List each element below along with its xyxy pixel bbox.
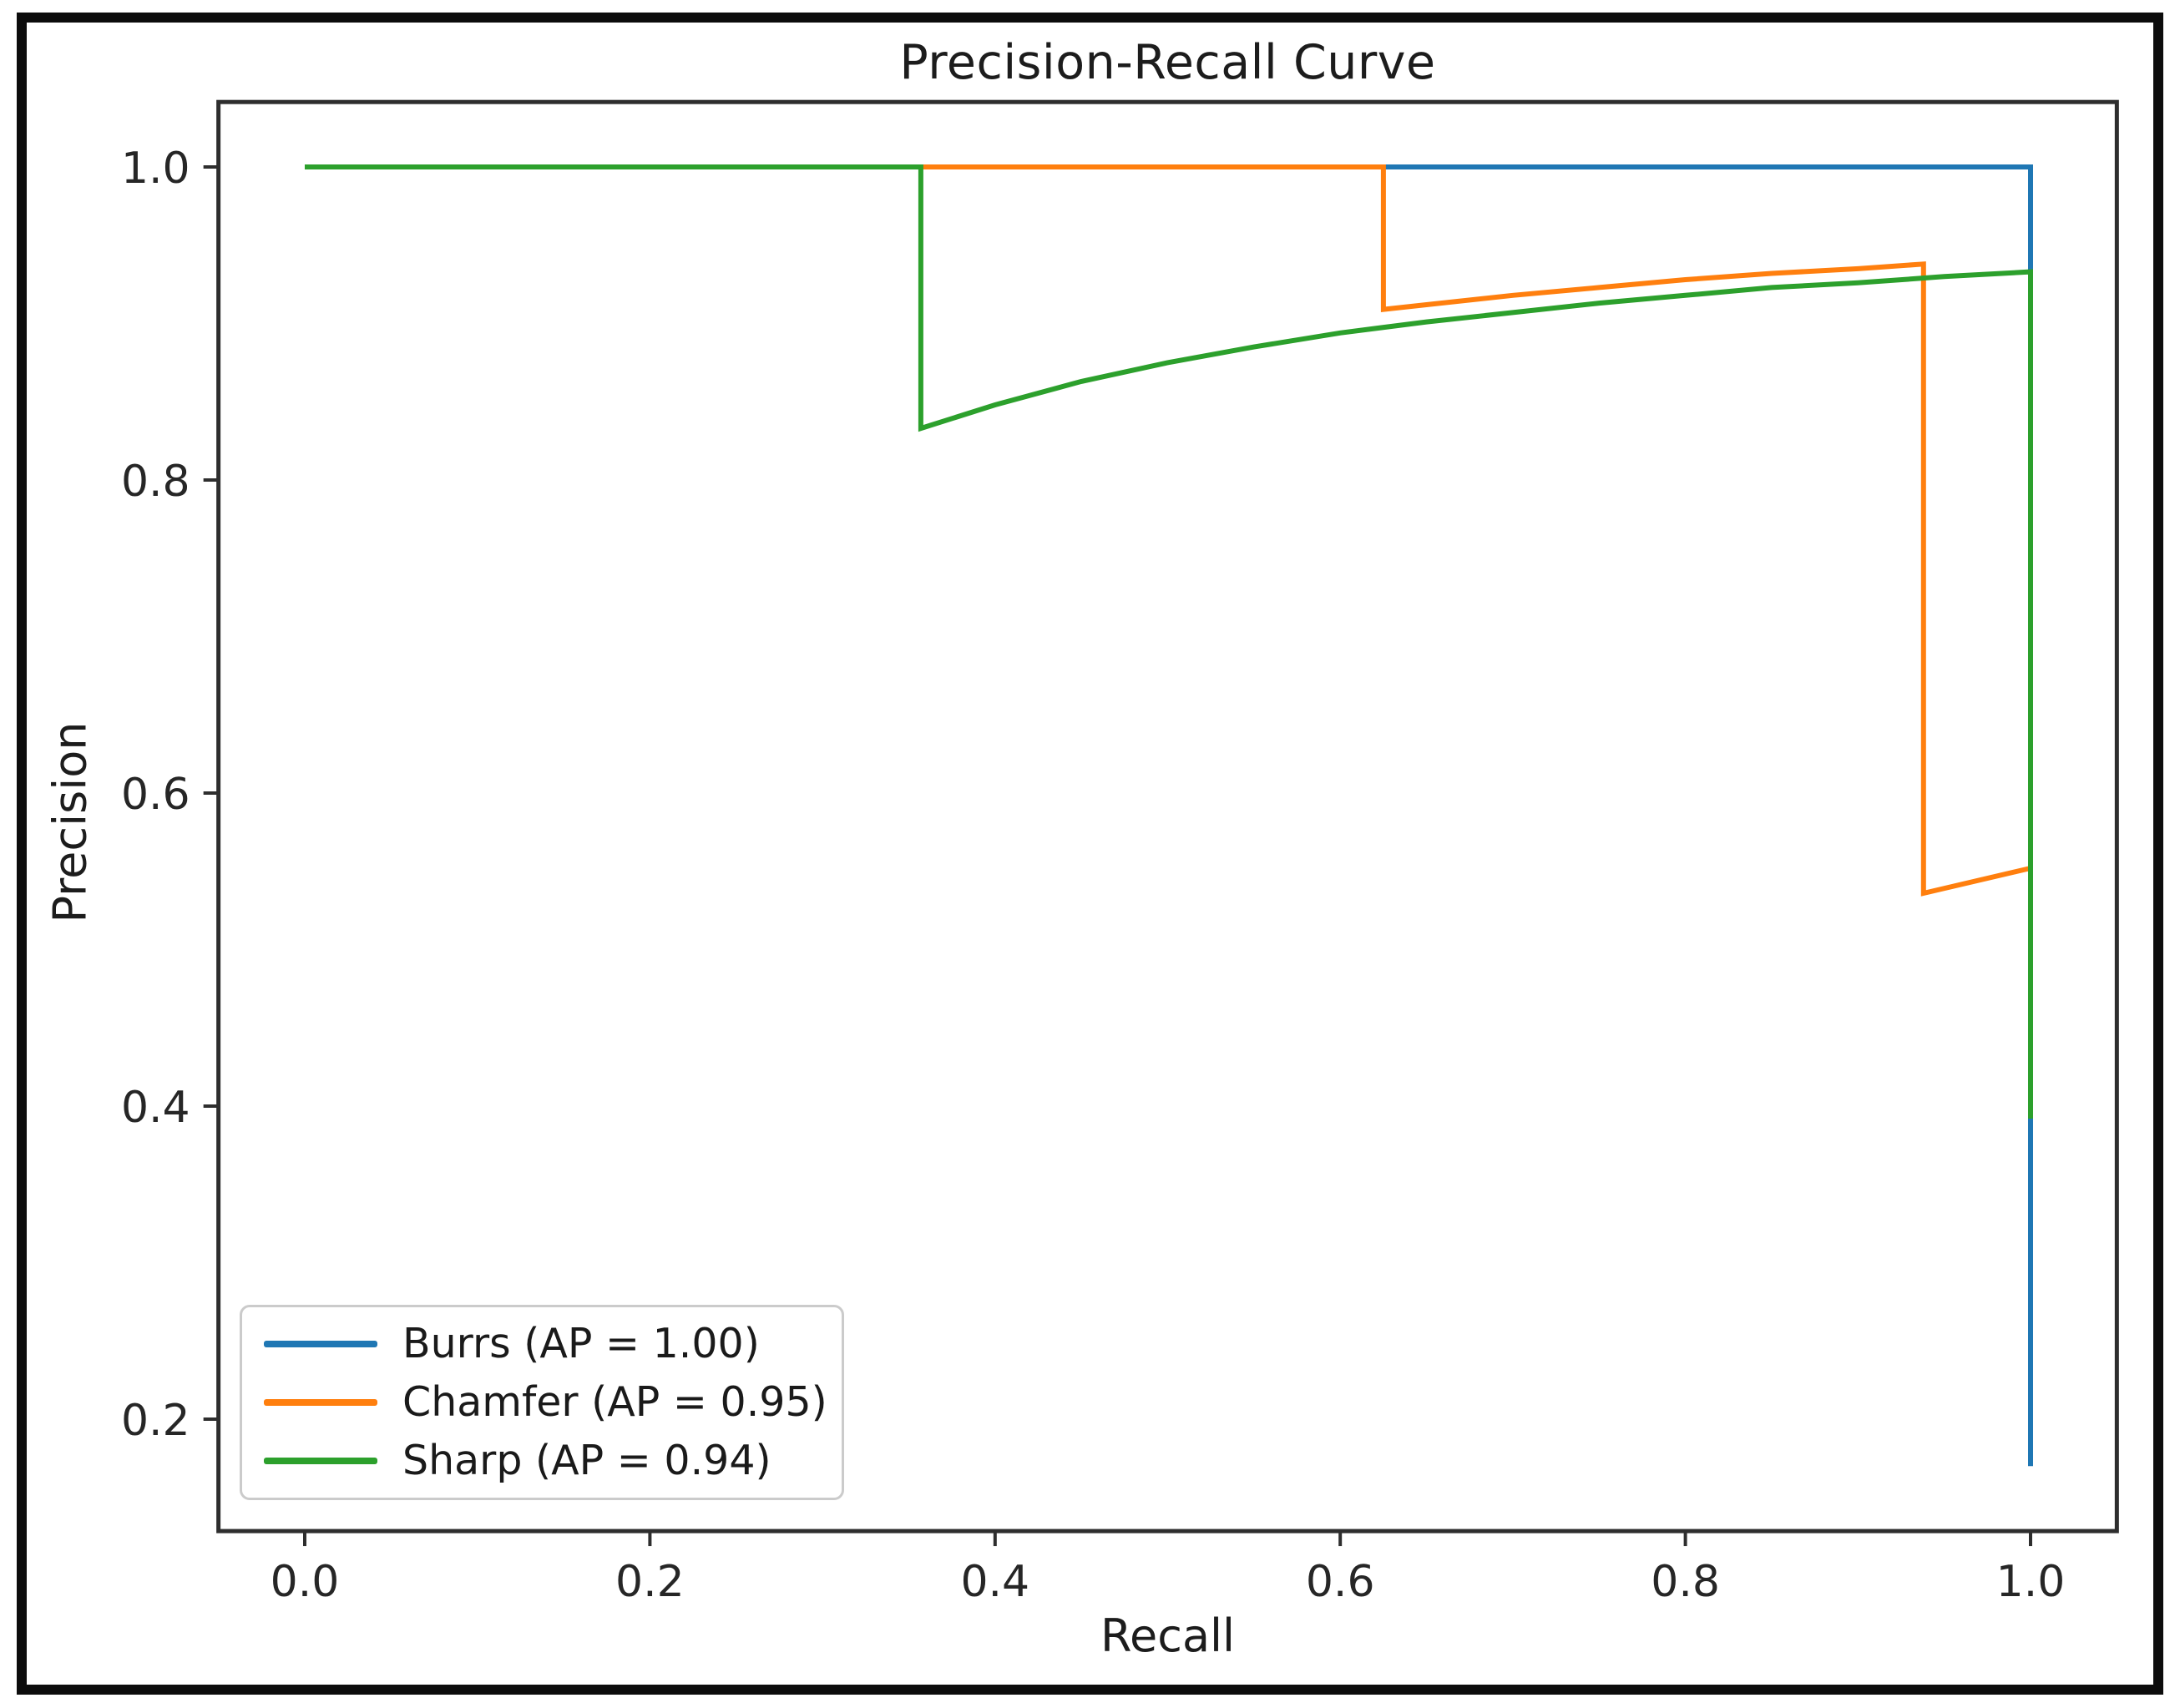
y-tick-label: 0.6 (121, 770, 190, 820)
series-line-chamfer (305, 164, 2031, 897)
y-tick-label: 0.4 (121, 1083, 190, 1133)
x-tick-label: 0.2 (615, 1557, 685, 1607)
legend-item-chamfer: Chamfer (AP = 0.95) (264, 1380, 827, 1425)
legend-line-sample-sharp (264, 1457, 377, 1464)
legend-item-sharp: Sharp (AP = 0.94) (264, 1438, 820, 1483)
x-axis-label: Recall (1100, 1609, 1236, 1662)
x-tick-label: 0.6 (1306, 1557, 1375, 1607)
x-tick-label: 0.4 (960, 1557, 1029, 1607)
legend-line-sample-chamfer (264, 1398, 377, 1406)
y-tick-label: 1.0 (121, 144, 190, 194)
x-tick-label: 0.8 (1651, 1557, 1720, 1607)
legend-label: Sharp (AP = 0.94) (402, 1436, 771, 1484)
axes-spines (216, 99, 2119, 1534)
legend: Burrs (AP = 1.00) Chamfer (AP = 0.95) Shar… (240, 1305, 844, 1500)
chart-title: Precision-Recall Curve (899, 35, 1436, 90)
x-tick-label: 0.0 (271, 1557, 340, 1607)
y-axis-ticks: 0.2 0.4 0.6 0.8 1.0 (121, 144, 219, 1446)
x-axis-ticks: 0.0 0.2 0.4 0.6 0.8 1.0 (271, 1531, 2066, 1607)
plot-border (216, 99, 2119, 1534)
series-lines (305, 164, 2033, 1467)
legend-label: Burrs (AP = 1.00) (402, 1320, 760, 1368)
legend-label: Chamfer (AP = 0.95) (402, 1378, 827, 1427)
x-tick-label: 1.0 (1996, 1557, 2066, 1607)
legend-line-sample-burrs (264, 1341, 377, 1348)
y-tick-label: 0.2 (121, 1396, 190, 1446)
figure-frame (17, 13, 2163, 1695)
series-line-sharp (305, 164, 2033, 1119)
legend-item-burrs: Burrs (AP = 1.00) (264, 1321, 820, 1367)
y-tick-label: 0.8 (121, 457, 190, 507)
